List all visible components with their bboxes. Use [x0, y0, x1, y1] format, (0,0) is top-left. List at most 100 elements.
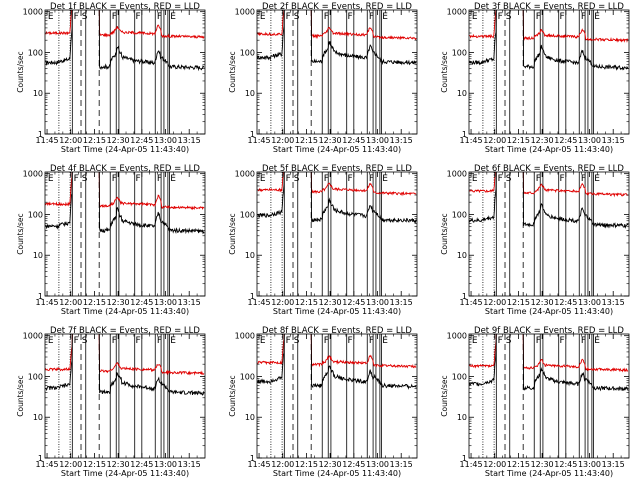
x-tick-label: 12:00	[59, 460, 82, 469]
plot-frame	[256, 171, 418, 297]
event-annotation: F	[286, 12, 291, 22]
series-group	[45, 10, 205, 72]
y-axis-label: Counts/sec	[228, 375, 237, 416]
event-annotation: E	[170, 174, 176, 184]
x-tick-label: 13:00	[578, 460, 601, 469]
event-annotation: F	[498, 336, 503, 346]
series-lld-line	[257, 172, 417, 197]
x-tick-label: 12:30	[531, 460, 554, 469]
event-annotation: F	[136, 336, 141, 346]
series-lld-line	[469, 172, 629, 198]
series-events-line	[469, 10, 629, 71]
y-tick-label: 1000	[235, 170, 255, 179]
y-tick-label: 100	[28, 372, 43, 381]
x-tick-label: 12:00	[483, 298, 506, 307]
series-events-line	[45, 172, 205, 235]
y-tick-label: 100	[452, 372, 467, 381]
event-annotation: F	[498, 174, 503, 184]
x-tick-label: 12:45	[554, 298, 577, 307]
x-tick-label: 13:15	[390, 298, 413, 307]
x-tick-label: 12:30	[107, 136, 130, 145]
event-annotation: E	[594, 12, 600, 22]
x-tick-label: 12:45	[554, 136, 577, 145]
x-tick-label: 11:45	[460, 136, 483, 145]
x-tick-label: 12:15	[507, 136, 530, 145]
x-tick-label: 13:00	[578, 298, 601, 307]
x-tick-label: 13:00	[366, 460, 389, 469]
x-tick-label: 12:45	[130, 136, 153, 145]
event-annotation: S	[506, 12, 512, 22]
x-tick-label: 12:45	[554, 460, 577, 469]
y-tick-label: 1000	[447, 8, 467, 17]
x-axis-label: Start Time (24-Apr-05 11:43:40)	[273, 469, 401, 478]
x-tick-label: 13:00	[366, 136, 389, 145]
x-tick-label: 13:15	[602, 298, 625, 307]
y-tick-label: 1000	[23, 8, 43, 17]
plot-frame	[256, 333, 418, 459]
x-tick-label: 12:15	[83, 298, 106, 307]
x-tick-label: 12:00	[271, 460, 294, 469]
x-tick-label: 11:45	[36, 298, 59, 307]
x-axis-label: Start Time (24-Apr-05 11:43:40)	[273, 145, 401, 154]
x-tick-label: 11:45	[36, 460, 59, 469]
event-annotation: F	[369, 336, 374, 346]
event-annotation: E	[48, 336, 54, 346]
event-annotation: E	[594, 174, 600, 184]
x-tick-label: 13:15	[178, 136, 201, 145]
event-annotation: F	[157, 12, 162, 22]
x-tick-label: 13:00	[154, 298, 177, 307]
y-tick-label: 10	[245, 89, 255, 98]
event-annotation: F	[136, 174, 141, 184]
y-axis-label: Counts/sec	[16, 213, 25, 254]
panel-title: Det 4f BLACK = Events, RED = LLD	[50, 164, 200, 174]
x-tick-label: 11:45	[248, 460, 271, 469]
y-tick-label: 1000	[447, 170, 467, 179]
event-annotation: F	[560, 336, 565, 346]
x-axis-label: Start Time (24-Apr-05 11:43:40)	[61, 145, 189, 154]
y-tick-label: 100	[452, 48, 467, 57]
y-tick-label: 10	[457, 413, 467, 422]
x-axis-label: Start Time (24-Apr-05 11:43:40)	[485, 307, 613, 316]
event-annotation: F	[324, 174, 329, 184]
x-tick-label: 12:15	[507, 460, 530, 469]
x-tick-label: 12:15	[83, 460, 106, 469]
panel-title: Det 1f BLACK = Events, RED = LLD	[50, 2, 200, 12]
x-tick-label: 13:00	[154, 136, 177, 145]
x-axis-label: Start Time (24-Apr-05 11:43:40)	[61, 469, 189, 478]
event-annotation: S	[294, 12, 300, 22]
y-tick-label: 100	[452, 210, 467, 219]
y-axis-label: Counts/sec	[440, 51, 449, 92]
x-tick-label: 12:00	[271, 298, 294, 307]
event-annotation: F	[369, 174, 374, 184]
event-annotation: E	[382, 12, 388, 22]
plot-frame	[44, 9, 206, 135]
y-tick-label: 10	[33, 413, 43, 422]
x-tick-label: 13:00	[154, 460, 177, 469]
x-tick-label: 12:15	[295, 460, 318, 469]
event-annotation: E	[594, 336, 600, 346]
event-annotation: S	[506, 174, 512, 184]
plot-frame	[468, 171, 630, 297]
y-axis-label: Counts/sec	[440, 375, 449, 416]
x-axis-label: Start Time (24-Apr-05 11:43:40)	[273, 307, 401, 316]
event-annotation: F	[536, 336, 541, 346]
series-events-line	[257, 172, 417, 224]
y-tick-label: 1000	[235, 332, 255, 341]
x-tick-label: 11:45	[460, 460, 483, 469]
y-tick-label: 100	[240, 48, 255, 57]
x-tick-label: 12:15	[83, 136, 106, 145]
x-tick-label: 12:45	[342, 460, 365, 469]
x-tick-label: 11:45	[460, 298, 483, 307]
y-tick-label: 10	[457, 251, 467, 260]
event-annotation: F	[581, 174, 586, 184]
event-annotation: E	[382, 336, 388, 346]
event-annotation: S	[82, 336, 88, 346]
y-tick-label: 10	[33, 251, 43, 260]
series-events-line	[45, 10, 205, 72]
